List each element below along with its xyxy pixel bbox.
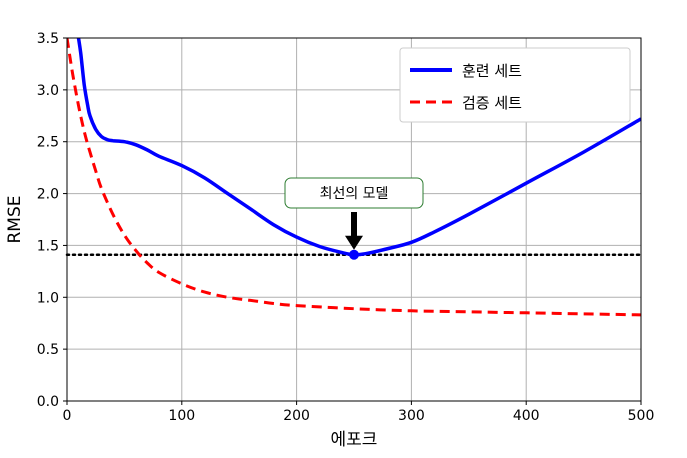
x-tick-label: 300: [398, 408, 425, 424]
series-group: [67, 38, 641, 317]
annotation-text: 최선의 모델: [320, 186, 389, 202]
y-tick-label: 3.5: [37, 31, 59, 47]
plot-frame: [66, 37, 642, 402]
x-tick-label: 100: [168, 408, 195, 424]
annotation-arrow: [345, 212, 363, 250]
x-axis-label: 에포크: [331, 430, 378, 450]
best-model-point: [349, 249, 359, 260]
y-tick-label: 2.0: [37, 187, 59, 203]
legend-box: [399, 47, 631, 123]
legend: 훈련 세트 검증 세트: [399, 47, 631, 123]
series-line-validation: [67, 38, 641, 317]
x-tick-label: 500: [628, 408, 655, 424]
y-tick-label: 0.0: [37, 394, 59, 410]
y-tick-label: 3.0: [37, 83, 59, 99]
y-axis-label: RMSE: [5, 195, 25, 243]
legend-label-train: 훈련 세트: [462, 62, 522, 80]
series-line-train: [76, 38, 641, 257]
y-tick-label: 0.5: [37, 342, 59, 358]
y-tick-label: 1.0: [37, 290, 59, 306]
x-tick-label: 400: [513, 408, 540, 424]
best-point-group: [349, 249, 359, 260]
x-tick-label: 0: [63, 408, 72, 424]
annotation-box: [284, 177, 424, 209]
y-tick-label: 1.5: [37, 238, 59, 254]
y-tick-label: 2.5: [37, 135, 59, 151]
x-tick-label: 200: [283, 408, 310, 424]
legend-label-validation: 검증 세트: [462, 94, 522, 112]
best-model-annotation: 최선의 모델: [284, 177, 424, 250]
ticks: 0 100 200 300 400 500 0.0 0.5 1.0 1.5 2.0 2.5 3.0 3.5: [37, 31, 655, 424]
